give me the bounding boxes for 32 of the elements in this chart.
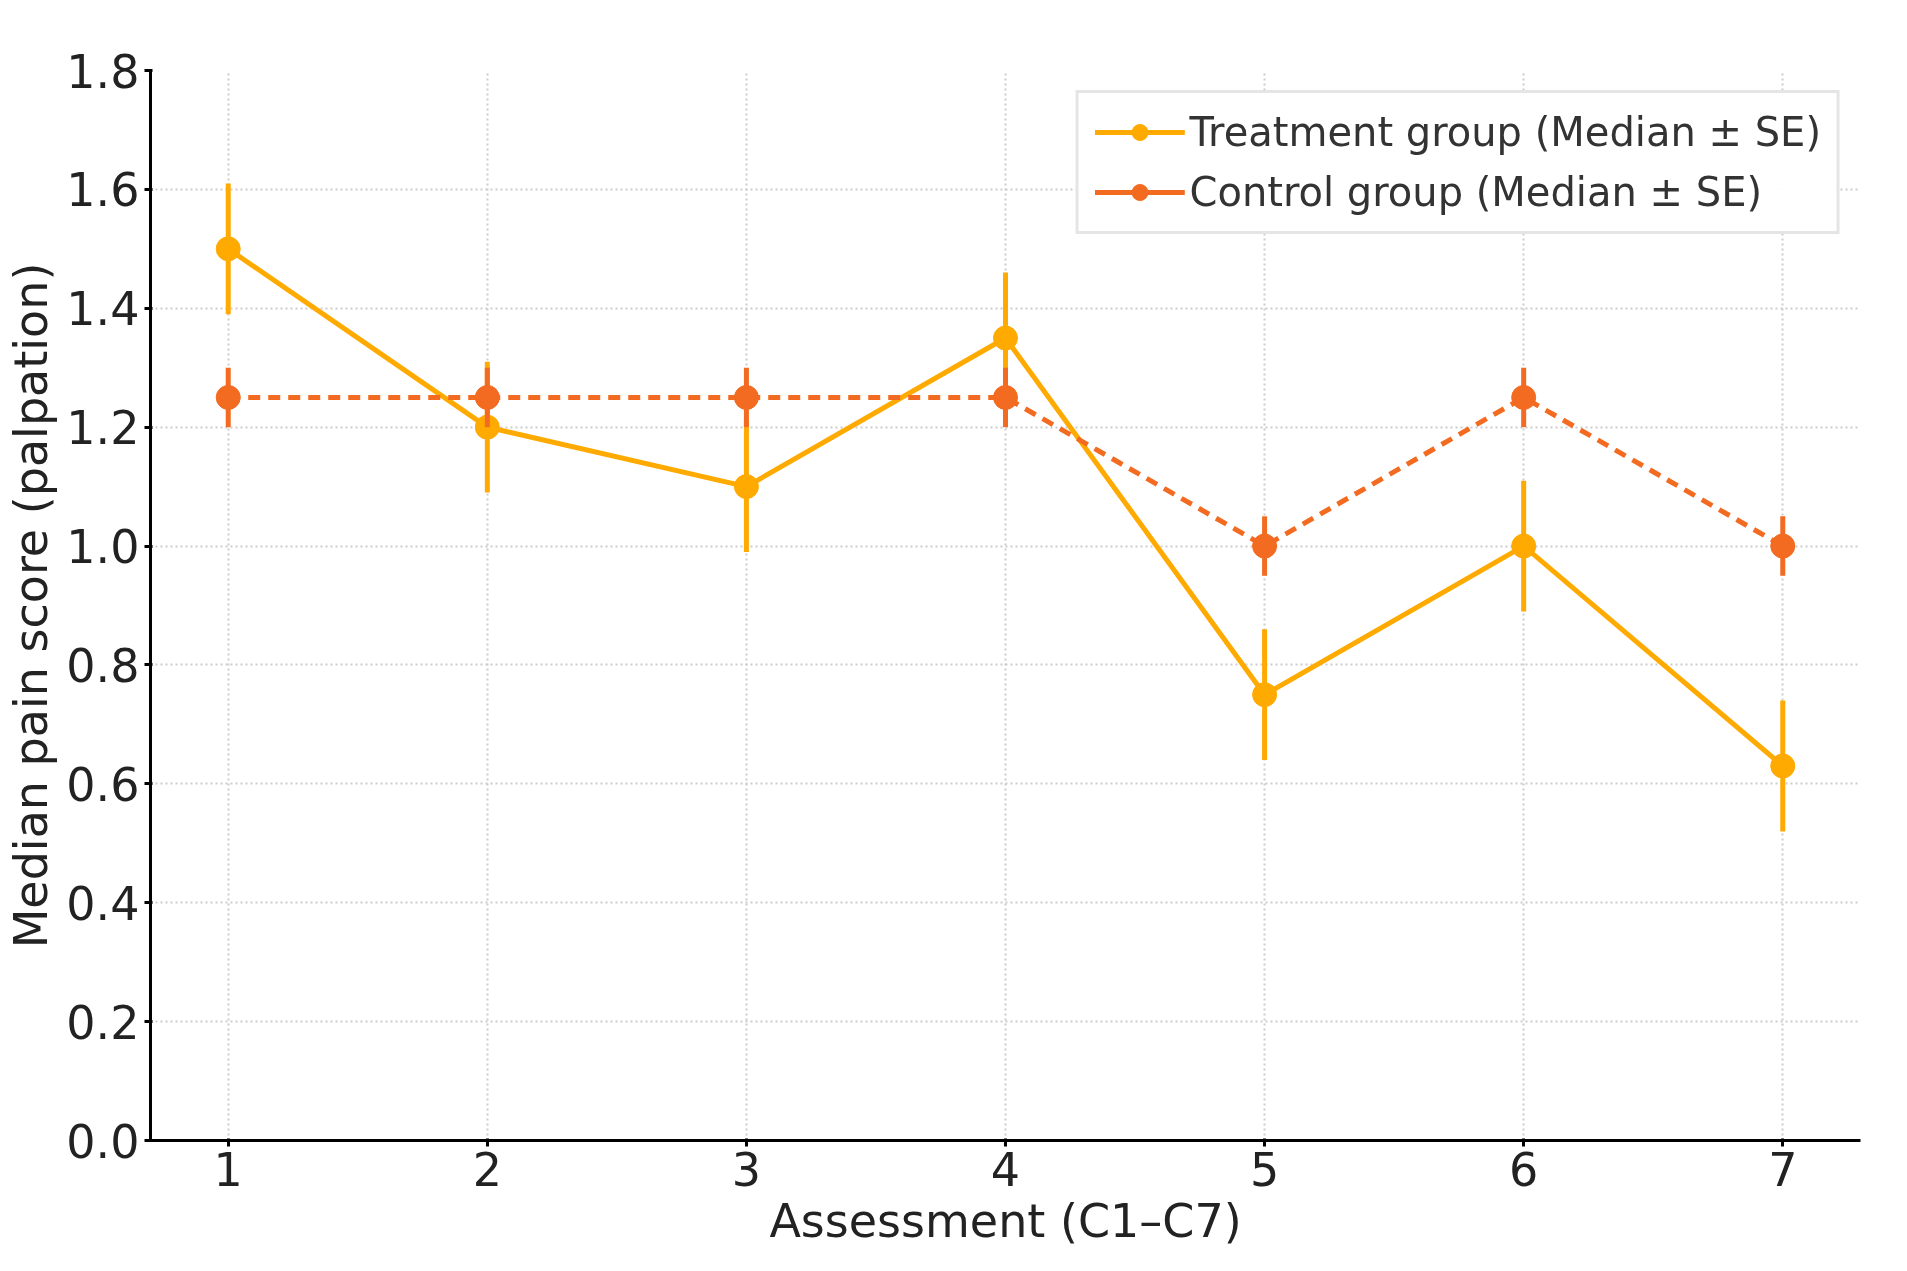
y-axis-title: Median pain score (palpation) bbox=[4, 262, 59, 949]
y-tick-label: 1.2 bbox=[66, 401, 140, 456]
y-tick-label: 0.4 bbox=[66, 876, 140, 931]
x-tick-label: 7 bbox=[1768, 1142, 1798, 1197]
point bbox=[733, 384, 759, 410]
legend-label: Treatment group (Median ± SE) bbox=[1189, 109, 1821, 155]
legend-label: Control group (Median ± SE) bbox=[1189, 169, 1763, 215]
y-tick-label: 1.4 bbox=[66, 282, 140, 337]
point bbox=[1511, 384, 1537, 410]
y-tick-label: 0.6 bbox=[66, 757, 140, 812]
point bbox=[1770, 753, 1796, 779]
point bbox=[215, 236, 241, 262]
y-tick-label: 0.0 bbox=[66, 1114, 140, 1169]
point bbox=[733, 474, 759, 500]
x-tick-label: 1 bbox=[213, 1142, 243, 1197]
point bbox=[1252, 533, 1278, 559]
y-tick-label: 0.8 bbox=[66, 638, 140, 693]
point bbox=[993, 384, 1018, 410]
point bbox=[1770, 533, 1796, 559]
point bbox=[993, 325, 1018, 351]
y-tick-label: 1.0 bbox=[66, 520, 140, 575]
x-tick-label: 2 bbox=[472, 1142, 502, 1197]
point bbox=[474, 384, 500, 410]
x-tick-label: 6 bbox=[1509, 1142, 1539, 1197]
y-tick-label: 1.6 bbox=[66, 163, 140, 218]
point bbox=[215, 384, 241, 410]
point bbox=[1511, 533, 1537, 559]
point bbox=[1252, 682, 1278, 708]
y-tick-label: 1.8 bbox=[66, 44, 140, 99]
y-tick-label: 0.2 bbox=[66, 995, 140, 1050]
x-tick-label: 5 bbox=[1249, 1142, 1280, 1197]
x-tick-label: 3 bbox=[731, 1142, 762, 1197]
